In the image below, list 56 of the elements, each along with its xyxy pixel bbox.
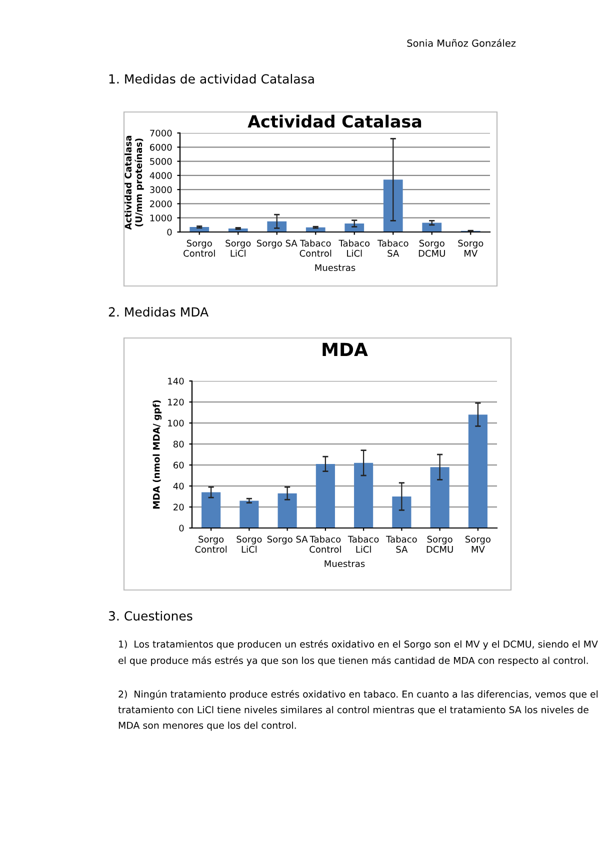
y-tick-label: 0 [179,524,184,532]
x-tick-label: Tabaco LiCl [348,536,379,553]
x-tick-label: Tabaco LiCl [338,240,370,257]
y-axis-title: Actividad Catalasa (U/mm proteínas) [124,136,144,230]
text: 2. Medidas MDA [108,306,208,317]
y-tick-label: 80 [173,440,184,448]
bar [354,462,374,528]
bar [383,180,403,232]
x-tick-label: Sorgo LiCl [226,240,251,257]
bar [392,496,412,528]
x-tick-label: Sorgo Control [195,536,227,553]
y-tick-label: 2000 [150,200,172,208]
text: 1) Los tratamientos que producen un estrés oxidativo en el Sorgo son el MV y el DCMU, siendo el MV el que produce más estrés ya que son los que tienen más cantidad de MDA con respecto al control. [118,640,598,666]
x-tick-label: Sorgo SA [267,536,308,544]
x-tick-label: Sorgo LiCl [236,536,262,553]
y-tick-label: 60 [174,462,184,469]
x-tick-label: Tabaco SA [377,240,408,257]
x-tick-label: Sorgo DCMU [426,536,453,553]
x-axis-title: Muestras [324,560,365,568]
y-tick-label: 1000 [150,214,172,222]
text: 3. Cuestiones [108,610,192,621]
y-tick-label: 40 [173,482,184,490]
x-tick-label: Tabaco Control [310,536,341,553]
bar [240,500,259,528]
bar [202,492,221,528]
y-tick-label: 6000 [150,144,172,151]
bar [344,224,364,232]
y-tick-label: 4000 [150,172,172,179]
y-tick-label: 20 [174,504,184,511]
bar [316,464,335,528]
y-tick-label: 5000 [150,158,172,165]
y-axis-title: MDA (nmol MDA/ gpf) [152,400,162,509]
chart-title: Actividad Catalasa [248,114,422,128]
y-tick-label: 7000 [150,130,172,137]
x-tick-label: Sorgo Control [184,240,215,257]
text: 2) Ningún tratamiento produce estrés oxidativo en tabaco. En cuanto a las diferencias, vemos que el tratamiento con LiCl tiene niveles similares al control mientras que el tratamiento SA los niveles de MDA son menores que los del control. [118,690,598,731]
y-tick-label: 120 [168,398,184,406]
x-tick-label: Sorgo SA [256,240,298,248]
y-tick-label: 140 [168,378,184,385]
x-tick-label: Tabaco Control [300,240,332,257]
bar [468,414,488,528]
text: 1. Medidas de actividad Catalasa [109,74,314,84]
chart-title: MDA [322,342,368,356]
x-axis-title: Muestras [315,264,356,272]
bar [278,493,297,528]
bar [422,222,442,232]
y-tick-label: 3000 [150,186,172,194]
x-tick-label: Tabaco SA [386,536,417,553]
x-tick-label: Sorgo MV [458,240,484,257]
y-tick-label: 100 [168,420,184,427]
text: Sonia Muñoz González [407,38,516,47]
x-tick-label: Sorgo DCMU [418,240,445,257]
y-tick-label: 0 [167,228,172,236]
bar [267,221,287,232]
bar [430,467,450,528]
x-tick-label: Sorgo MV [466,536,490,553]
